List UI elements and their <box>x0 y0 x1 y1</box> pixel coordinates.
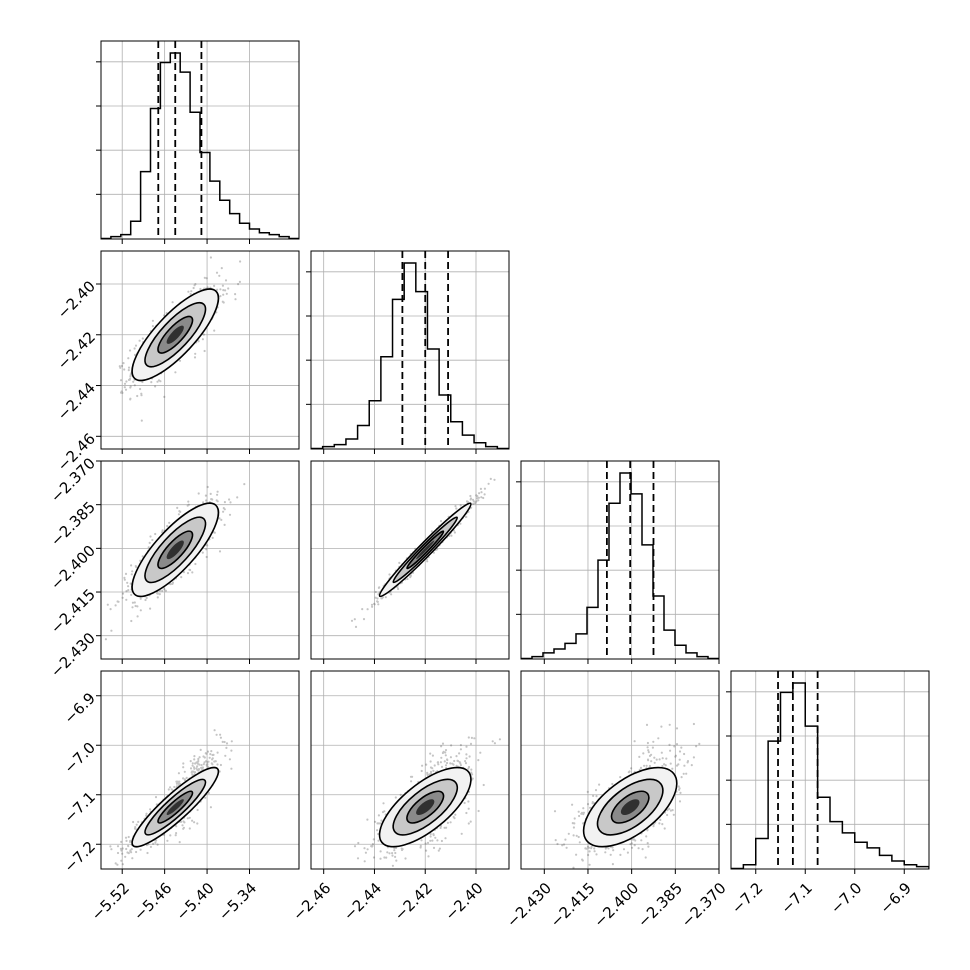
x-tick-label: −2.385 <box>634 879 686 931</box>
y-tick-label: −6.9 <box>61 689 99 727</box>
x-tick-label: −2.42 <box>391 879 436 924</box>
panel-frame <box>730 670 930 870</box>
x-tick-label: −2.44 <box>340 879 385 924</box>
panel-frame <box>310 670 510 870</box>
x-tick-label: −2.400 <box>590 879 642 931</box>
x-tick-label: −2.46 <box>289 879 334 924</box>
panel-3-0: −7.2 −7.1 −7.0 −6.9 −5.52−5.46−5.40−5.34 <box>61 670 300 924</box>
panel-1-0: −2.46−2.44−2.42−2.40 <box>54 250 300 475</box>
panel-3-1: −2.46 −2.44 −2.42 −2.40 <box>289 670 510 924</box>
contour-level <box>416 540 435 560</box>
y-tick-label: −2.415 <box>47 585 99 637</box>
y-tick-label: −2.40 <box>54 277 99 322</box>
panel-frame <box>520 670 720 870</box>
histogram-line <box>521 472 719 659</box>
panel-frame <box>310 250 510 450</box>
panel-frame <box>100 40 300 240</box>
x-tick-label: −7.0 <box>827 879 865 917</box>
y-tick-label: −2.385 <box>47 498 99 550</box>
x-tick-label: −7.2 <box>728 879 766 917</box>
contour-level <box>416 799 435 816</box>
panel-1-1 <box>306 250 510 454</box>
panel-frame <box>100 460 300 660</box>
x-tick-label: −2.415 <box>547 879 599 931</box>
panel-frame <box>100 250 300 450</box>
panel-2-2 <box>516 460 720 664</box>
contour-level <box>166 540 184 560</box>
x-tick-label: −5.46 <box>130 879 175 924</box>
panel-2-1 <box>310 460 510 664</box>
panel-3-2: −2.430−2.415−2.400−2.385−2.370 <box>503 670 730 931</box>
panel-2-0: −2.430−2.415−2.400−2.385−2.370 <box>47 454 300 681</box>
x-tick-label: −5.40 <box>173 879 218 924</box>
histogram-line <box>731 682 929 869</box>
x-tick-label: −2.40 <box>442 879 487 924</box>
x-tick-label: −2.370 <box>678 879 730 931</box>
y-tick-label: −7.1 <box>61 788 99 826</box>
x-tick-label: −6.9 <box>877 879 915 917</box>
panel-frame <box>520 460 720 660</box>
x-tick-label: −5.34 <box>215 879 260 924</box>
x-tick-label: −2.430 <box>503 879 555 931</box>
y-tick-label: −2.42 <box>54 328 99 373</box>
y-tick-label: −7.2 <box>61 838 99 876</box>
histogram-line <box>101 52 299 239</box>
panel-3-3: −7.2 −7.1 −7.0 −6.9 <box>726 670 930 918</box>
panel-0-0 <box>96 40 300 244</box>
contour-level <box>620 799 640 816</box>
x-tick-label: −5.52 <box>88 879 133 924</box>
y-tick-label: −2.430 <box>47 629 99 681</box>
x-tick-label: −7.1 <box>778 879 816 917</box>
panel-frame <box>100 670 300 870</box>
y-tick-label: −7.0 <box>61 739 99 777</box>
panel-frame <box>310 460 510 660</box>
y-tick-label: −2.44 <box>54 379 99 424</box>
contour-level <box>166 325 184 344</box>
y-tick-label: −2.400 <box>47 542 99 594</box>
contour-level <box>166 799 184 816</box>
histogram-line <box>311 262 509 449</box>
